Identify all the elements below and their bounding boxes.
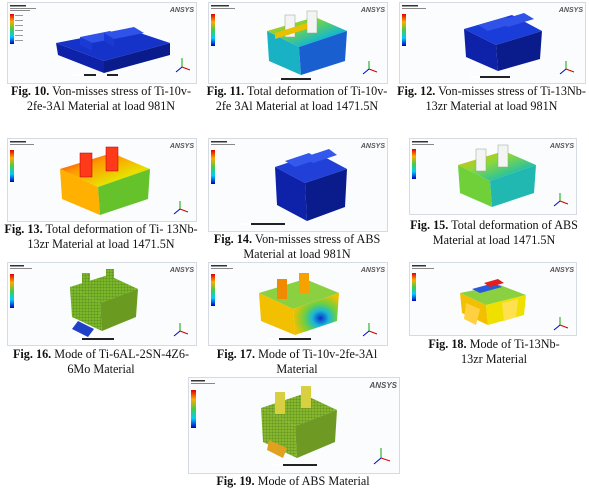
total-deformation-plot: ANSYS	[10, 141, 194, 215]
figure-number: Fig. 11.	[206, 84, 245, 98]
figure-number: Fig. 14.	[213, 232, 253, 246]
simulation-image: ANSYS	[7, 2, 197, 84]
simulation-image: ANSYS	[7, 262, 197, 346]
figure-number: Fig. 13.	[4, 222, 43, 236]
simulation-image: ANSYS	[208, 2, 388, 84]
figure-caption: Fig. 19. Mode of ABS Material	[188, 474, 398, 489]
von-mises-stress-plot: ANSYS	[10, 5, 194, 76]
ansys-logo: ANSYS	[360, 143, 385, 150]
figure-text: Mode of Ti-6AL-2SN-4Z6-6Mo Material	[54, 347, 190, 376]
total-deformation-plot: ANSYS	[412, 141, 574, 207]
figure-text: Von-misses stress of Ti-13Nb-13zr Materi…	[425, 84, 586, 113]
simulation-image: ANSYS	[7, 138, 197, 222]
figure-caption: Fig. 13. Total deformation of Ti- 13Nb-1…	[2, 222, 200, 252]
ansys-logo: ANSYS	[169, 267, 194, 274]
figure-text: Von-misses stress of Ti-10v-2fe-3Al Mate…	[26, 84, 192, 113]
von-mises-stress-plot: ANSYS	[402, 5, 583, 78]
figure-caption: Fig. 15. Total deformation of ABS Materi…	[404, 218, 584, 248]
figure-text: Mode of Ti-10v-2fe-3Al Material	[258, 347, 378, 376]
figure-number: Fig. 16.	[12, 347, 52, 361]
ansys-logo: ANSYS	[558, 7, 583, 14]
figure-text: Von-misses stress of ABS Material at loa…	[243, 232, 381, 261]
mode-shape-plot: ANSYS	[191, 380, 398, 466]
simulation-image: ANSYS	[208, 262, 388, 346]
simulation-image: ANSYS	[409, 262, 577, 336]
figure-caption: Fig. 12. Von-misses stress of Ti-13Nb-13…	[394, 84, 589, 114]
figure-text: Total deformation of ABS Material at loa…	[432, 218, 578, 247]
figure-caption: Fig. 18. Mode of Ti-13Nb-13zr Material	[418, 337, 570, 367]
ansys-logo: ANSYS	[549, 267, 574, 274]
ansys-logo: ANSYS	[360, 267, 385, 274]
mode-shape-plot: ANSYS	[10, 265, 194, 340]
figure-text: Total deformation of Ti- 13Nb-13zr Mater…	[27, 222, 198, 251]
simulation-image: ANSYS	[208, 138, 388, 232]
figure-number: Fig. 15.	[410, 218, 449, 232]
total-deformation-plot: ANSYS	[211, 5, 385, 80]
figure-text: Mode of ABS Material	[257, 474, 370, 488]
figure-caption: Fig. 11. Total deformation of Ti-10v-2fe…	[203, 84, 391, 114]
simulation-image: ANSYS	[409, 138, 577, 215]
simulation-image: ANSYS	[188, 377, 400, 474]
figure-caption: Fig. 10. Von-misses stress of Ti-10v-2fe…	[2, 84, 200, 114]
figure-number: Fig. 10.	[10, 84, 50, 98]
ansys-logo: ANSYS	[169, 143, 194, 150]
figure-number: Fig. 18.	[428, 337, 467, 351]
von-mises-stress-plot: ANSYS	[211, 141, 385, 225]
ansys-logo: ANSYS	[169, 7, 194, 14]
mode-shape-plot: ANSYS	[412, 265, 574, 331]
figure-caption: Fig. 17. Mode of Ti-10v-2fe-3Al Material	[210, 347, 384, 377]
figure-number: Fig. 19.	[216, 474, 255, 488]
figure-caption: Fig. 14. Von-misses stress of ABS Materi…	[203, 232, 391, 262]
figure-text: Total deformation of Ti-10v-2fe 3Al Mate…	[215, 84, 388, 113]
ansys-logo: ANSYS	[360, 7, 385, 14]
figure-text: Mode of Ti-13Nb-13zr Material	[461, 337, 560, 366]
ansys-logo: ANSYS	[368, 381, 397, 390]
simulation-image: ANSYS	[399, 2, 586, 84]
mode-shape-plot: ANSYS	[211, 265, 385, 340]
figure-number: Fig. 12.	[397, 84, 436, 98]
figure-caption: Fig. 16. Mode of Ti-6AL-2SN-4Z6-6Mo Mate…	[12, 347, 190, 377]
figure-number: Fig. 17.	[216, 347, 256, 361]
ansys-logo: ANSYS	[549, 143, 574, 150]
